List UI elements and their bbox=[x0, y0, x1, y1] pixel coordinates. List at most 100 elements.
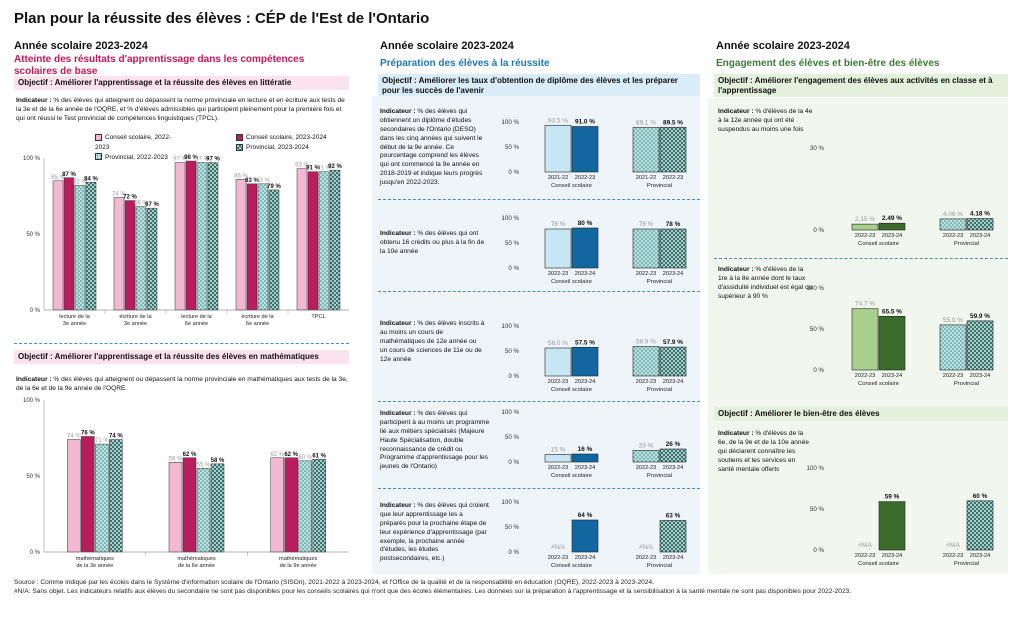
col2-indicator-1: Indicateur : % des élèves qui obtiennent… bbox=[380, 108, 483, 187]
bar bbox=[659, 228, 687, 269]
year-label: 2023-24 bbox=[663, 465, 684, 471]
data-label: 65.5 % bbox=[882, 308, 902, 315]
data-label: 76 % bbox=[81, 430, 95, 436]
bar bbox=[329, 169, 341, 311]
data-label: 59 % bbox=[885, 494, 900, 501]
y-tick-label: 100 % bbox=[806, 285, 824, 292]
y-tick-label: 30 % bbox=[810, 145, 825, 152]
data-label: 59.9 % bbox=[970, 313, 990, 320]
data-label: 2.15 % bbox=[855, 216, 875, 223]
bar bbox=[878, 501, 906, 551]
bar bbox=[168, 462, 183, 553]
col1-indicator-literacy: Indicateur : % des élèves qui atteignent… bbox=[16, 97, 349, 124]
col3-indicator-1: Indicateur : % d'élèves de la 4e à la 12… bbox=[718, 108, 813, 133]
bar bbox=[571, 519, 599, 553]
data-label: 74.7 % bbox=[855, 301, 875, 308]
col2-indicator-4: Indicateur : % des élèves qui participen… bbox=[380, 410, 490, 471]
category-label: 6e année bbox=[246, 321, 269, 327]
data-label: 78 % bbox=[551, 221, 566, 228]
bar bbox=[113, 197, 125, 311]
data-label: 92 % bbox=[328, 164, 342, 170]
bar bbox=[878, 315, 906, 371]
col1-objective-math: Objectif : Améliorer l'apprentissage et … bbox=[14, 350, 349, 364]
year-label: 2021-22 bbox=[548, 175, 569, 181]
indicator-label: Indicateur : bbox=[16, 97, 52, 104]
data-label: 72 % bbox=[123, 195, 137, 201]
legend-item: Provincial, 2022-2023 bbox=[95, 153, 185, 163]
bar bbox=[182, 457, 197, 553]
bar bbox=[196, 468, 211, 553]
bar bbox=[296, 168, 308, 311]
col3-indicator-2: Indicateur : % d'élèves de la 1re à la 8… bbox=[718, 266, 813, 300]
group-label: Conseil scolaire bbox=[858, 381, 899, 387]
data-label: 61 % bbox=[312, 453, 326, 459]
year-label: 2022-23 bbox=[855, 373, 876, 379]
data-label: 79 % bbox=[267, 184, 281, 190]
legend-item: Conseil scolaire, 2023-2024 bbox=[236, 133, 346, 143]
bar bbox=[659, 126, 687, 173]
bar bbox=[544, 347, 572, 377]
bar bbox=[632, 450, 660, 463]
y-tick-label: 0 % bbox=[30, 550, 41, 556]
bar bbox=[210, 463, 225, 553]
data-label: 62 % bbox=[284, 452, 298, 458]
data-label: 91.0 % bbox=[575, 119, 595, 126]
data-label: 98 % bbox=[184, 155, 198, 161]
data-label: 16 % bbox=[578, 446, 593, 453]
data-label: 80 % bbox=[578, 220, 593, 227]
na-note: #N/A: Sans objet. Les indicateurs relati… bbox=[14, 588, 852, 596]
bar bbox=[312, 459, 326, 553]
trades-chart: 0 % 50 % 100 % 15 % 2022-23 16 % 2023-24 Consei… bbox=[501, 409, 687, 479]
data-label: 87 % bbox=[62, 172, 76, 178]
legend-right: Conseil scolaire, 2023-2024 Provincial, … bbox=[236, 133, 346, 153]
bar bbox=[146, 207, 158, 311]
y-tick-label: 0 % bbox=[813, 547, 824, 554]
category-label: mathématiques bbox=[279, 556, 317, 562]
col2-indicator-3: Indicateur : % des élèves inscrits à au … bbox=[380, 320, 485, 363]
data-label: 89.1 % bbox=[636, 119, 656, 126]
bar bbox=[235, 179, 247, 311]
data-label: 55 % bbox=[197, 462, 211, 468]
col2-indicator-2: Indicateur : % des élèves qui ont obtenu… bbox=[380, 230, 485, 255]
year-label: 2021-22 bbox=[636, 175, 657, 181]
group-label: Provincial bbox=[647, 279, 672, 285]
data-label: 23 % bbox=[639, 443, 654, 450]
bar bbox=[571, 453, 599, 463]
group-label: Provincial bbox=[647, 473, 672, 479]
y-tick-label: 100 % bbox=[501, 499, 519, 506]
y-tick-label: 0 % bbox=[508, 169, 519, 176]
prepared-chart: 0 % 50 % 100 % #N/A 2022-23 64 % 2023-24 Consei… bbox=[501, 499, 687, 569]
category-label: TPCL bbox=[311, 314, 325, 320]
category-label: mathématiques bbox=[76, 556, 114, 562]
data-label: 83 % bbox=[245, 178, 259, 184]
bar bbox=[196, 162, 208, 311]
category-label: de la 3e année bbox=[76, 563, 113, 569]
category-label: 6e année bbox=[185, 321, 208, 327]
group-label: Provincial bbox=[647, 563, 672, 569]
category-label: lecture de la bbox=[181, 314, 212, 320]
category-label: de la 6e année bbox=[178, 563, 215, 569]
col3-indicator-3: Indicateur : % d'élèves de la 6e, de la … bbox=[718, 430, 809, 473]
year-label: 2023-24 bbox=[970, 233, 991, 239]
data-label: 93.5 % bbox=[548, 117, 568, 124]
data-label: 91 % bbox=[306, 166, 320, 172]
col3-subtitle: Engagement des élèves et bien-être des é… bbox=[716, 58, 940, 69]
year-label: 2023-24 bbox=[882, 553, 903, 559]
year-label: 2022-23 bbox=[575, 175, 596, 181]
year-label: 2023-24 bbox=[970, 553, 991, 559]
data-label: #N/A bbox=[946, 542, 961, 549]
data-label: 78 % bbox=[639, 221, 654, 228]
bar bbox=[174, 162, 186, 311]
year-label: 2023-24 bbox=[575, 379, 596, 385]
bar bbox=[966, 500, 994, 551]
year-label: 2022-23 bbox=[548, 379, 569, 385]
data-label: 62 % bbox=[183, 452, 197, 458]
year-label: 2023-24 bbox=[575, 555, 596, 561]
col2-indicator-5: Indicateur : % des élèves qui croient qu… bbox=[380, 502, 489, 563]
bar bbox=[257, 183, 269, 311]
y-tick-label: 0 % bbox=[508, 265, 519, 272]
col1-indicator-math: Indicateur : % des élèves qui atteignent… bbox=[16, 376, 348, 392]
y-tick-label: 50 % bbox=[810, 326, 825, 333]
source-note: Source : Comme indiqué par les écoles da… bbox=[14, 578, 1004, 596]
y-tick-label: 50 % bbox=[810, 506, 825, 513]
